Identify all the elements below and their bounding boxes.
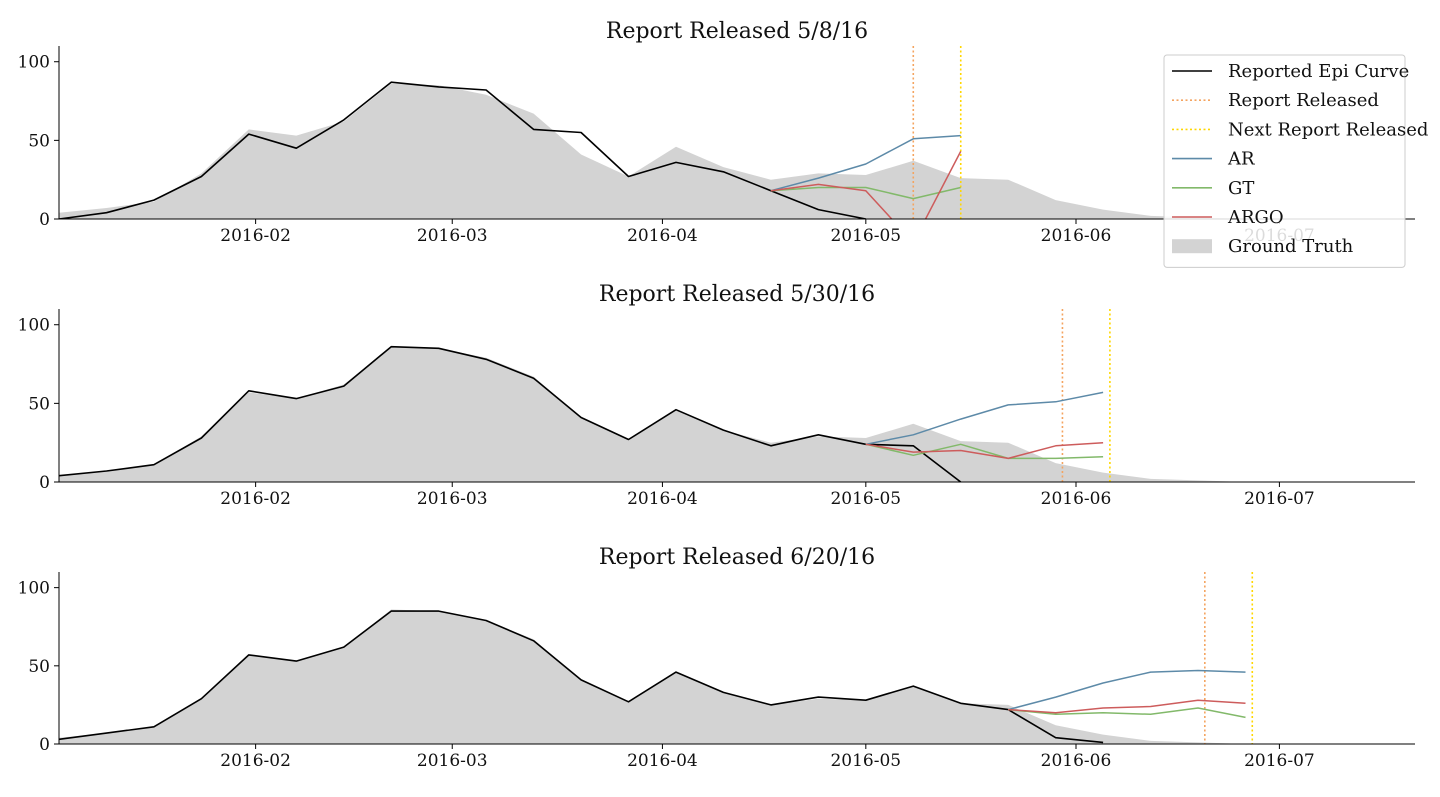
y-tick-label: 50 [28, 657, 50, 677]
plot-area [59, 309, 1293, 482]
x-tick-label: 2016-06 [1041, 489, 1112, 509]
x-tick-label: 2016-07 [1244, 751, 1315, 771]
series-line-gt [770, 186, 961, 200]
x-tick-label: 2016-04 [627, 226, 698, 246]
x-tick-label: 2016-05 [830, 489, 901, 509]
legend-swatch-truth [1172, 239, 1212, 254]
series-line-epi [59, 345, 962, 482]
subplot-1: 0 50 100 2016-02 2016-03 2016-04 2016-05 2016-0… [18, 19, 1415, 246]
series-line-epi [59, 610, 1104, 744]
legend-label-next: Next Report Released [1228, 119, 1428, 140]
series-line-ar [770, 134, 961, 192]
series-line-gt [1008, 707, 1246, 719]
subplot-3: 0 50 100 2016-02 2016-03 2016-04 2016-05 2016-0… [18, 545, 1415, 771]
x-tick-label: 2016-03 [417, 226, 488, 246]
x-tick-label: 2016-05 [830, 751, 901, 771]
series-line-gt [865, 443, 1104, 460]
y-tick-label: 100 [18, 579, 50, 599]
subplot-title: Report Released 5/30/16 [599, 282, 875, 307]
series-line-argo [770, 151, 962, 219]
y-tick-label: 100 [18, 316, 50, 336]
ground-truth-area [59, 609, 1293, 744]
x-tick-label: 2016-06 [1041, 226, 1112, 246]
ground-truth-area [59, 83, 1293, 219]
series-line-ar [1008, 669, 1246, 711]
x-tick-label: 2016-02 [220, 751, 291, 771]
plot-area [59, 572, 1293, 744]
x-tick-label: 2016-07 [1244, 489, 1315, 509]
legend-label-report: Report Released [1228, 90, 1379, 111]
x-tick-label: 2016-03 [417, 751, 488, 771]
subplot-title: Report Released 6/20/16 [599, 545, 875, 570]
y-tick-label: 100 [18, 53, 50, 73]
legend-label-ar: AR [1227, 149, 1255, 170]
x-tick-label: 2016-04 [627, 751, 698, 771]
series-line-epi [59, 81, 866, 219]
y-tick-label: 0 [39, 473, 50, 493]
series-line-ar [865, 391, 1104, 446]
x-tick-label: 2016-06 [1041, 751, 1112, 771]
x-tick-label: 2016-04 [627, 489, 698, 509]
x-tick-label: 2016-02 [220, 489, 291, 509]
legend-frame [1163, 54, 1406, 268]
legend-label-epi: Reported Epi Curve [1228, 61, 1409, 82]
series-line-argo [865, 441, 1104, 460]
legend-label-truth: Ground Truth [1228, 236, 1354, 257]
y-tick-label: 0 [39, 735, 50, 755]
plot-area [59, 46, 1293, 219]
x-tick-label: 2016-03 [417, 489, 488, 509]
subplot-2: 0 50 100 2016-02 2016-03 2016-04 2016-05 2016-0… [18, 282, 1415, 509]
ground-truth-area [59, 346, 1293, 482]
legend-label-argo: ARGO [1227, 207, 1284, 228]
subplot-title: Report Released 5/8/16 [606, 19, 868, 44]
legend: Reported Epi Curve Report Released Next Re… [1163, 54, 1428, 268]
y-tick-label: 0 [39, 210, 50, 230]
x-tick-label: 2016-02 [220, 226, 291, 246]
series-line-argo [1008, 699, 1246, 714]
legend-label-gt: GT [1228, 178, 1254, 199]
y-tick-label: 50 [28, 394, 50, 414]
x-tick-label: 2016-05 [830, 226, 901, 246]
y-tick-label: 50 [28, 131, 50, 151]
